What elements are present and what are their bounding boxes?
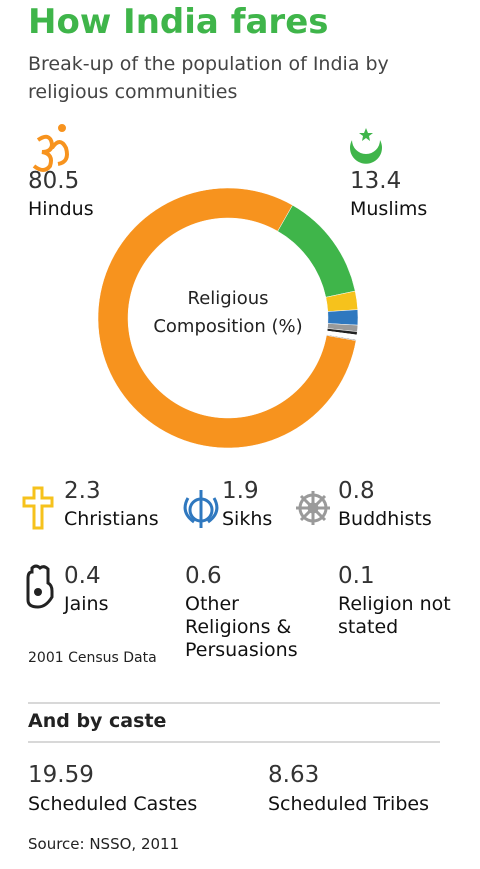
value-label: 0.6 [185, 563, 222, 589]
caste-title: And by caste [28, 710, 167, 732]
center-label: Religious Composition (%) [153, 288, 303, 337]
category-label: Religion not stated [338, 593, 451, 638]
hand-dot [34, 588, 42, 596]
hand-icon [26, 564, 54, 609]
value-label: 0.8 [338, 478, 375, 504]
caste-value: 19.59 [28, 762, 94, 788]
category-label: Other Religions & Persuasions [185, 593, 298, 661]
cross-icon [22, 486, 54, 530]
value-label: 0.1 [338, 563, 375, 589]
caste-label: Scheduled Castes [28, 793, 198, 815]
category-label: Muslims [350, 198, 428, 220]
donut-slice [326, 334, 357, 341]
category-label: Sikhs [222, 508, 273, 530]
note: 2001 Census Data [28, 650, 157, 666]
caste-value: 8.63 [268, 762, 320, 788]
donut-slice [327, 309, 359, 326]
wheel-icon [296, 491, 330, 525]
crescent-icon [350, 128, 382, 164]
value-label: 2.3 [64, 478, 101, 504]
donut-slice [277, 204, 356, 298]
title: How India fares [28, 2, 329, 42]
value-label: 0.4 [64, 563, 101, 589]
donut-slice [97, 187, 357, 449]
value-label: 13.4 [350, 168, 402, 194]
caste-label: Scheduled Tribes [268, 793, 429, 815]
category-label: Christians [64, 508, 159, 530]
value-label: 80.5 [28, 168, 80, 194]
value-label: 1.9 [222, 478, 259, 504]
category-label: Jains [64, 593, 109, 615]
khanda-icon [183, 490, 219, 528]
source: Source: NSSO, 2011 [28, 835, 180, 853]
om-icon [32, 124, 69, 172]
subtitle: Break-up of the population of India by r… [28, 53, 389, 103]
category-label: Hindus [28, 198, 94, 220]
category-label: Buddhists [338, 508, 432, 530]
